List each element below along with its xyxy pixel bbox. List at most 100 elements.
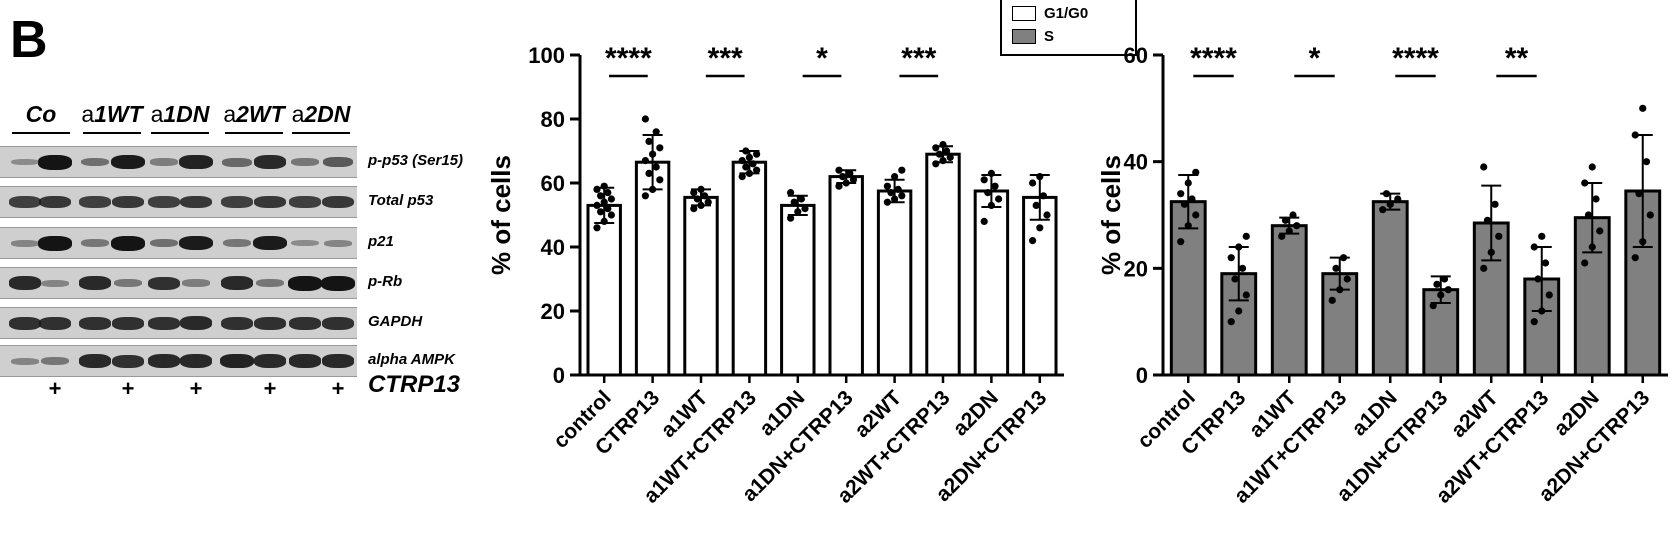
blot-band	[254, 195, 286, 209]
data-point	[604, 205, 612, 213]
significance-label: ****	[605, 42, 652, 75]
blot-band	[321, 354, 355, 368]
panel-label: B	[10, 11, 48, 69]
blot-band	[78, 354, 112, 368]
y-axis-label: % of cells	[486, 155, 516, 275]
data-point	[1584, 211, 1593, 219]
blot-band	[179, 354, 213, 368]
blot-band	[78, 316, 112, 330]
data-point	[943, 147, 951, 155]
data-point	[1043, 211, 1051, 219]
blot-group-rule	[151, 132, 209, 134]
data-point	[1235, 307, 1243, 315]
data-point	[946, 153, 954, 161]
data-point	[846, 169, 854, 177]
data-point	[1642, 158, 1651, 166]
bar	[634, 160, 671, 377]
y-tick-label: 100	[528, 43, 565, 68]
blot-band	[8, 276, 42, 290]
blot-band	[289, 196, 321, 208]
blot-band	[41, 279, 69, 287]
treatment-label: CTRP13	[368, 371, 461, 398]
data-point	[935, 150, 943, 158]
data-point	[607, 195, 616, 203]
bar	[683, 195, 719, 377]
blot-band	[40, 357, 70, 365]
blot-band	[9, 196, 41, 208]
bar	[780, 203, 816, 377]
blot-row-label: p21	[368, 233, 394, 250]
treatment-plus-mark: +	[263, 376, 277, 401]
blot-band	[253, 354, 287, 368]
data-point	[593, 224, 601, 232]
data-point	[1394, 195, 1402, 203]
data-point	[738, 173, 746, 181]
data-point	[1581, 259, 1589, 267]
blot-group-label: Co	[25, 101, 57, 127]
blot-band	[179, 235, 213, 251]
blot-row	[0, 227, 357, 259]
treatment-plus-mark: +	[121, 376, 135, 401]
blot-band	[148, 196, 180, 208]
bar	[973, 189, 1010, 377]
data-point	[749, 160, 757, 168]
data-point	[1592, 195, 1600, 203]
bar	[1371, 200, 1409, 377]
data-point	[1588, 163, 1596, 171]
blot-band	[288, 316, 322, 330]
treatment-plus-mark: +	[331, 376, 345, 401]
data-point	[1631, 254, 1639, 262]
data-point	[1491, 200, 1499, 208]
data-point	[1242, 291, 1250, 299]
blot-band	[147, 354, 181, 368]
blot-group-rule	[12, 132, 70, 134]
blot-band	[11, 239, 39, 247]
data-point	[1227, 318, 1235, 326]
y-tick-label: 40	[1124, 150, 1148, 175]
blot-group-rule	[83, 132, 141, 134]
blot-band	[111, 154, 145, 170]
significance-label: ****	[1392, 42, 1439, 75]
data-point	[596, 192, 605, 200]
data-point	[1495, 232, 1503, 240]
data-point	[797, 195, 806, 203]
data-point	[1242, 232, 1250, 240]
blot-group-rule	[225, 132, 283, 134]
blot-row-label: GAPDH	[368, 313, 423, 330]
blot-band	[11, 158, 39, 166]
data-point	[641, 192, 649, 200]
bar	[876, 189, 913, 377]
data-point	[645, 137, 653, 145]
data-point	[898, 192, 906, 200]
significance-label: **	[1505, 42, 1529, 75]
data-point	[835, 182, 843, 190]
legend-item-g1g0: G1/G0	[1012, 5, 1088, 22]
blot-band	[113, 279, 143, 287]
data-point	[1646, 211, 1654, 219]
data-point	[1596, 227, 1604, 235]
data-point	[1480, 264, 1488, 272]
blot-group-label: a2DN	[291, 101, 351, 127]
data-point	[1238, 264, 1247, 272]
blot-band	[288, 354, 322, 368]
legend-label-g1g0: G1/G0	[1044, 5, 1089, 22]
blot-band	[11, 357, 39, 365]
blot-group-label: a1DN	[150, 101, 210, 127]
blot-band	[111, 235, 145, 251]
blot-band	[290, 158, 320, 166]
data-point	[1032, 201, 1040, 209]
blot-band	[253, 316, 287, 330]
blot-band	[78, 276, 112, 290]
legend-swatch-s	[1012, 29, 1036, 44]
treatment-plus-mark: +	[48, 376, 62, 401]
y-axis-label: % of cells	[1096, 155, 1126, 275]
data-point	[838, 173, 847, 181]
data-point	[1293, 222, 1301, 230]
significance-label: ****	[1190, 42, 1237, 75]
data-point	[652, 163, 660, 171]
y-tick-label: 0	[553, 363, 565, 388]
significance-label: *	[816, 42, 828, 75]
data-point	[898, 166, 906, 174]
data-point	[891, 173, 899, 181]
bar	[925, 152, 961, 377]
